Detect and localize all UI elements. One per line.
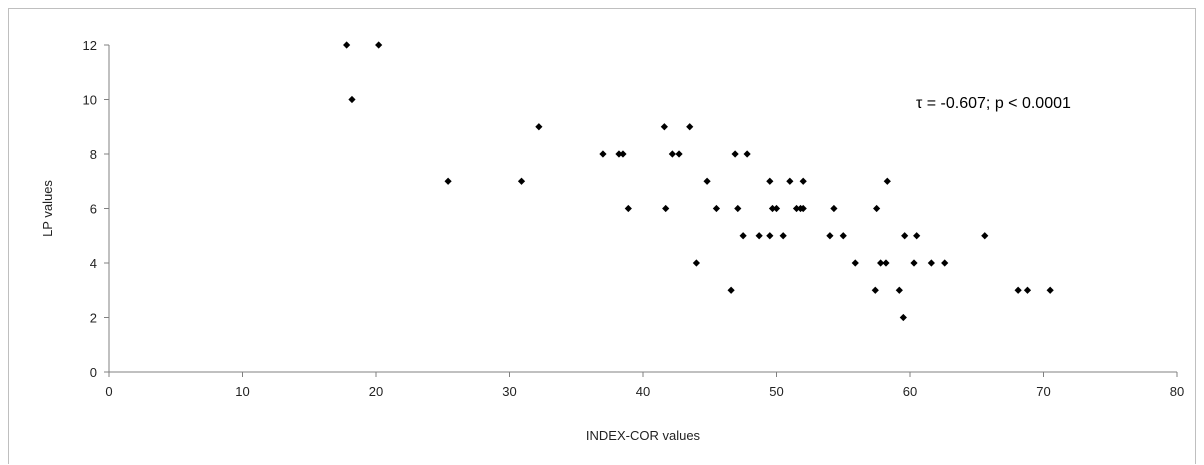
y-tick-label: 0 xyxy=(90,365,97,380)
data-point xyxy=(792,204,801,213)
data-point xyxy=(883,177,891,185)
data-point xyxy=(1014,286,1022,294)
data-point xyxy=(873,204,881,213)
data-point xyxy=(675,150,683,158)
data-point xyxy=(375,41,383,49)
x-tick-label: 0 xyxy=(105,384,112,399)
data-point xyxy=(615,150,623,158)
data-point xyxy=(712,204,721,213)
x-tick-label: 20 xyxy=(369,384,383,399)
data-point xyxy=(766,177,774,185)
data-point xyxy=(692,259,700,267)
data-point xyxy=(444,177,452,185)
y-tick-label: 4 xyxy=(90,256,97,271)
data-point xyxy=(1046,286,1054,294)
x-tick-label: 40 xyxy=(636,384,650,399)
data-point xyxy=(766,232,774,240)
data-point xyxy=(830,204,838,213)
data-point xyxy=(799,204,807,213)
data-point xyxy=(799,177,807,185)
data-point xyxy=(871,286,879,294)
data-point xyxy=(839,232,847,240)
data-point xyxy=(348,95,356,104)
data-point xyxy=(662,204,670,213)
y-axis-ticks: 0 2 4 6 8 10 12 xyxy=(83,38,109,380)
x-axis-ticks: 0 10 20 30 40 50 60 70 80 xyxy=(105,372,1184,399)
data-point xyxy=(786,177,794,185)
data-point xyxy=(941,259,949,267)
data-point xyxy=(768,204,777,213)
x-tick-label: 60 xyxy=(903,384,917,399)
y-tick-label: 8 xyxy=(90,147,97,162)
correlation-annotation: τ = -0.607; p < 0.0001 xyxy=(916,95,1071,112)
x-tick-label: 80 xyxy=(1170,384,1184,399)
data-point xyxy=(1023,286,1032,294)
chart-frame xyxy=(8,8,1196,464)
data-point xyxy=(877,259,885,267)
data-point xyxy=(899,313,907,322)
data-point xyxy=(686,123,694,131)
y-tick-label: 12 xyxy=(83,38,97,53)
data-point xyxy=(913,232,921,240)
data-point xyxy=(703,177,711,185)
data-point xyxy=(981,232,989,240)
data-point xyxy=(851,259,859,267)
data-point xyxy=(624,204,632,213)
data-point xyxy=(901,232,909,240)
data-point xyxy=(731,150,739,158)
data-point xyxy=(882,259,890,267)
x-axis-title: INDEX-COR values xyxy=(586,428,701,443)
x-tick-label: 30 xyxy=(502,384,516,399)
data-point xyxy=(727,286,735,294)
y-axis-title: LP values xyxy=(40,180,55,237)
data-point xyxy=(739,232,747,240)
data-point xyxy=(910,259,918,267)
data-point xyxy=(734,204,742,213)
data-point xyxy=(826,232,834,240)
data-point xyxy=(779,232,787,240)
y-tick-label: 10 xyxy=(83,93,97,108)
data-point xyxy=(619,150,627,158)
data-point xyxy=(772,204,781,213)
data-points xyxy=(343,41,1054,322)
data-point xyxy=(660,123,668,131)
x-tick-label: 50 xyxy=(769,384,783,399)
data-point xyxy=(535,123,543,131)
data-point xyxy=(755,232,763,240)
y-tick-label: 2 xyxy=(90,311,97,326)
data-point xyxy=(895,286,903,294)
data-point xyxy=(927,259,935,267)
data-point xyxy=(743,150,751,158)
y-tick-label: 6 xyxy=(90,202,97,217)
data-point xyxy=(343,41,351,49)
data-point xyxy=(517,177,526,185)
data-point xyxy=(599,150,607,158)
x-tick-label: 10 xyxy=(235,384,249,399)
x-tick-label: 70 xyxy=(1036,384,1050,399)
data-point xyxy=(668,150,676,158)
